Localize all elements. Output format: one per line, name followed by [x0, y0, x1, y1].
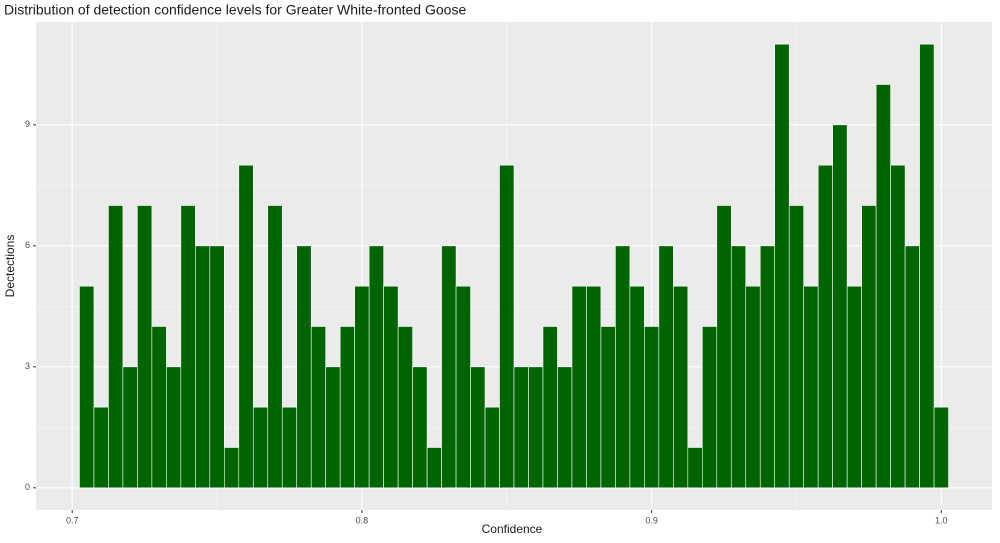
- bar: [397, 326, 413, 489]
- bar: [238, 164, 254, 489]
- bar: [426, 447, 442, 489]
- bar: [108, 205, 124, 489]
- bar: [441, 245, 457, 489]
- bar: [455, 285, 471, 489]
- bar: [470, 366, 486, 489]
- bar: [180, 205, 196, 489]
- bar: [499, 164, 515, 489]
- bar: [875, 84, 891, 489]
- bar: [79, 285, 95, 489]
- y-tick-label: 0: [25, 482, 30, 492]
- y-axis-label: Dectections: [3, 235, 17, 298]
- bar: [586, 285, 602, 489]
- bar: [803, 285, 819, 489]
- bar: [137, 205, 153, 489]
- bar: [354, 285, 370, 489]
- bar: [557, 366, 573, 489]
- bar: [702, 326, 718, 489]
- bar: [745, 285, 761, 489]
- x-tick-label: 0.9: [645, 515, 658, 525]
- y-tick-label: 9: [25, 119, 30, 129]
- bar: [759, 245, 776, 489]
- chart-title: Distribution of detection confidence lev…: [4, 2, 466, 18]
- bar: [933, 406, 949, 489]
- bar: [166, 366, 182, 489]
- bar: [644, 326, 660, 489]
- bar: [296, 245, 312, 489]
- y-tick-label: 6: [25, 240, 30, 250]
- bar: [224, 447, 240, 489]
- bar: [919, 43, 935, 489]
- bar: [209, 245, 225, 489]
- bar: [339, 326, 355, 489]
- bar: [484, 406, 500, 489]
- bar: [310, 326, 326, 489]
- bar: [325, 366, 341, 489]
- bar: [571, 285, 587, 489]
- bar: [774, 43, 790, 489]
- bar: [122, 366, 138, 489]
- bar: [151, 326, 167, 489]
- x-axis-label: Confidence: [482, 522, 543, 536]
- bar: [890, 164, 906, 489]
- bar: [716, 205, 732, 489]
- bar: [904, 245, 920, 489]
- y-tick-label: 3: [25, 361, 30, 371]
- x-tick-label: 1.0: [935, 515, 948, 525]
- bar: [832, 124, 848, 489]
- bar: [730, 245, 747, 489]
- bar: [412, 366, 428, 489]
- bar: [368, 245, 384, 489]
- bar: [788, 205, 804, 489]
- bar: [93, 406, 109, 489]
- bar: [513, 366, 529, 489]
- bar: [542, 326, 558, 489]
- bar: [817, 164, 833, 489]
- bar: [281, 406, 298, 489]
- bar: [195, 245, 211, 489]
- bar: [846, 285, 862, 489]
- bar: [615, 245, 631, 489]
- bar: [861, 205, 877, 489]
- bar: [687, 447, 703, 489]
- bar: [267, 205, 283, 489]
- bar: [658, 245, 674, 489]
- bar: [252, 406, 269, 489]
- bar: [383, 285, 399, 489]
- x-tick-label: 0.8: [356, 515, 369, 525]
- bar: [600, 326, 616, 489]
- bar: [629, 285, 645, 489]
- bar: [528, 366, 544, 489]
- x-tick-label: 0.7: [66, 515, 79, 525]
- bar: [673, 285, 689, 489]
